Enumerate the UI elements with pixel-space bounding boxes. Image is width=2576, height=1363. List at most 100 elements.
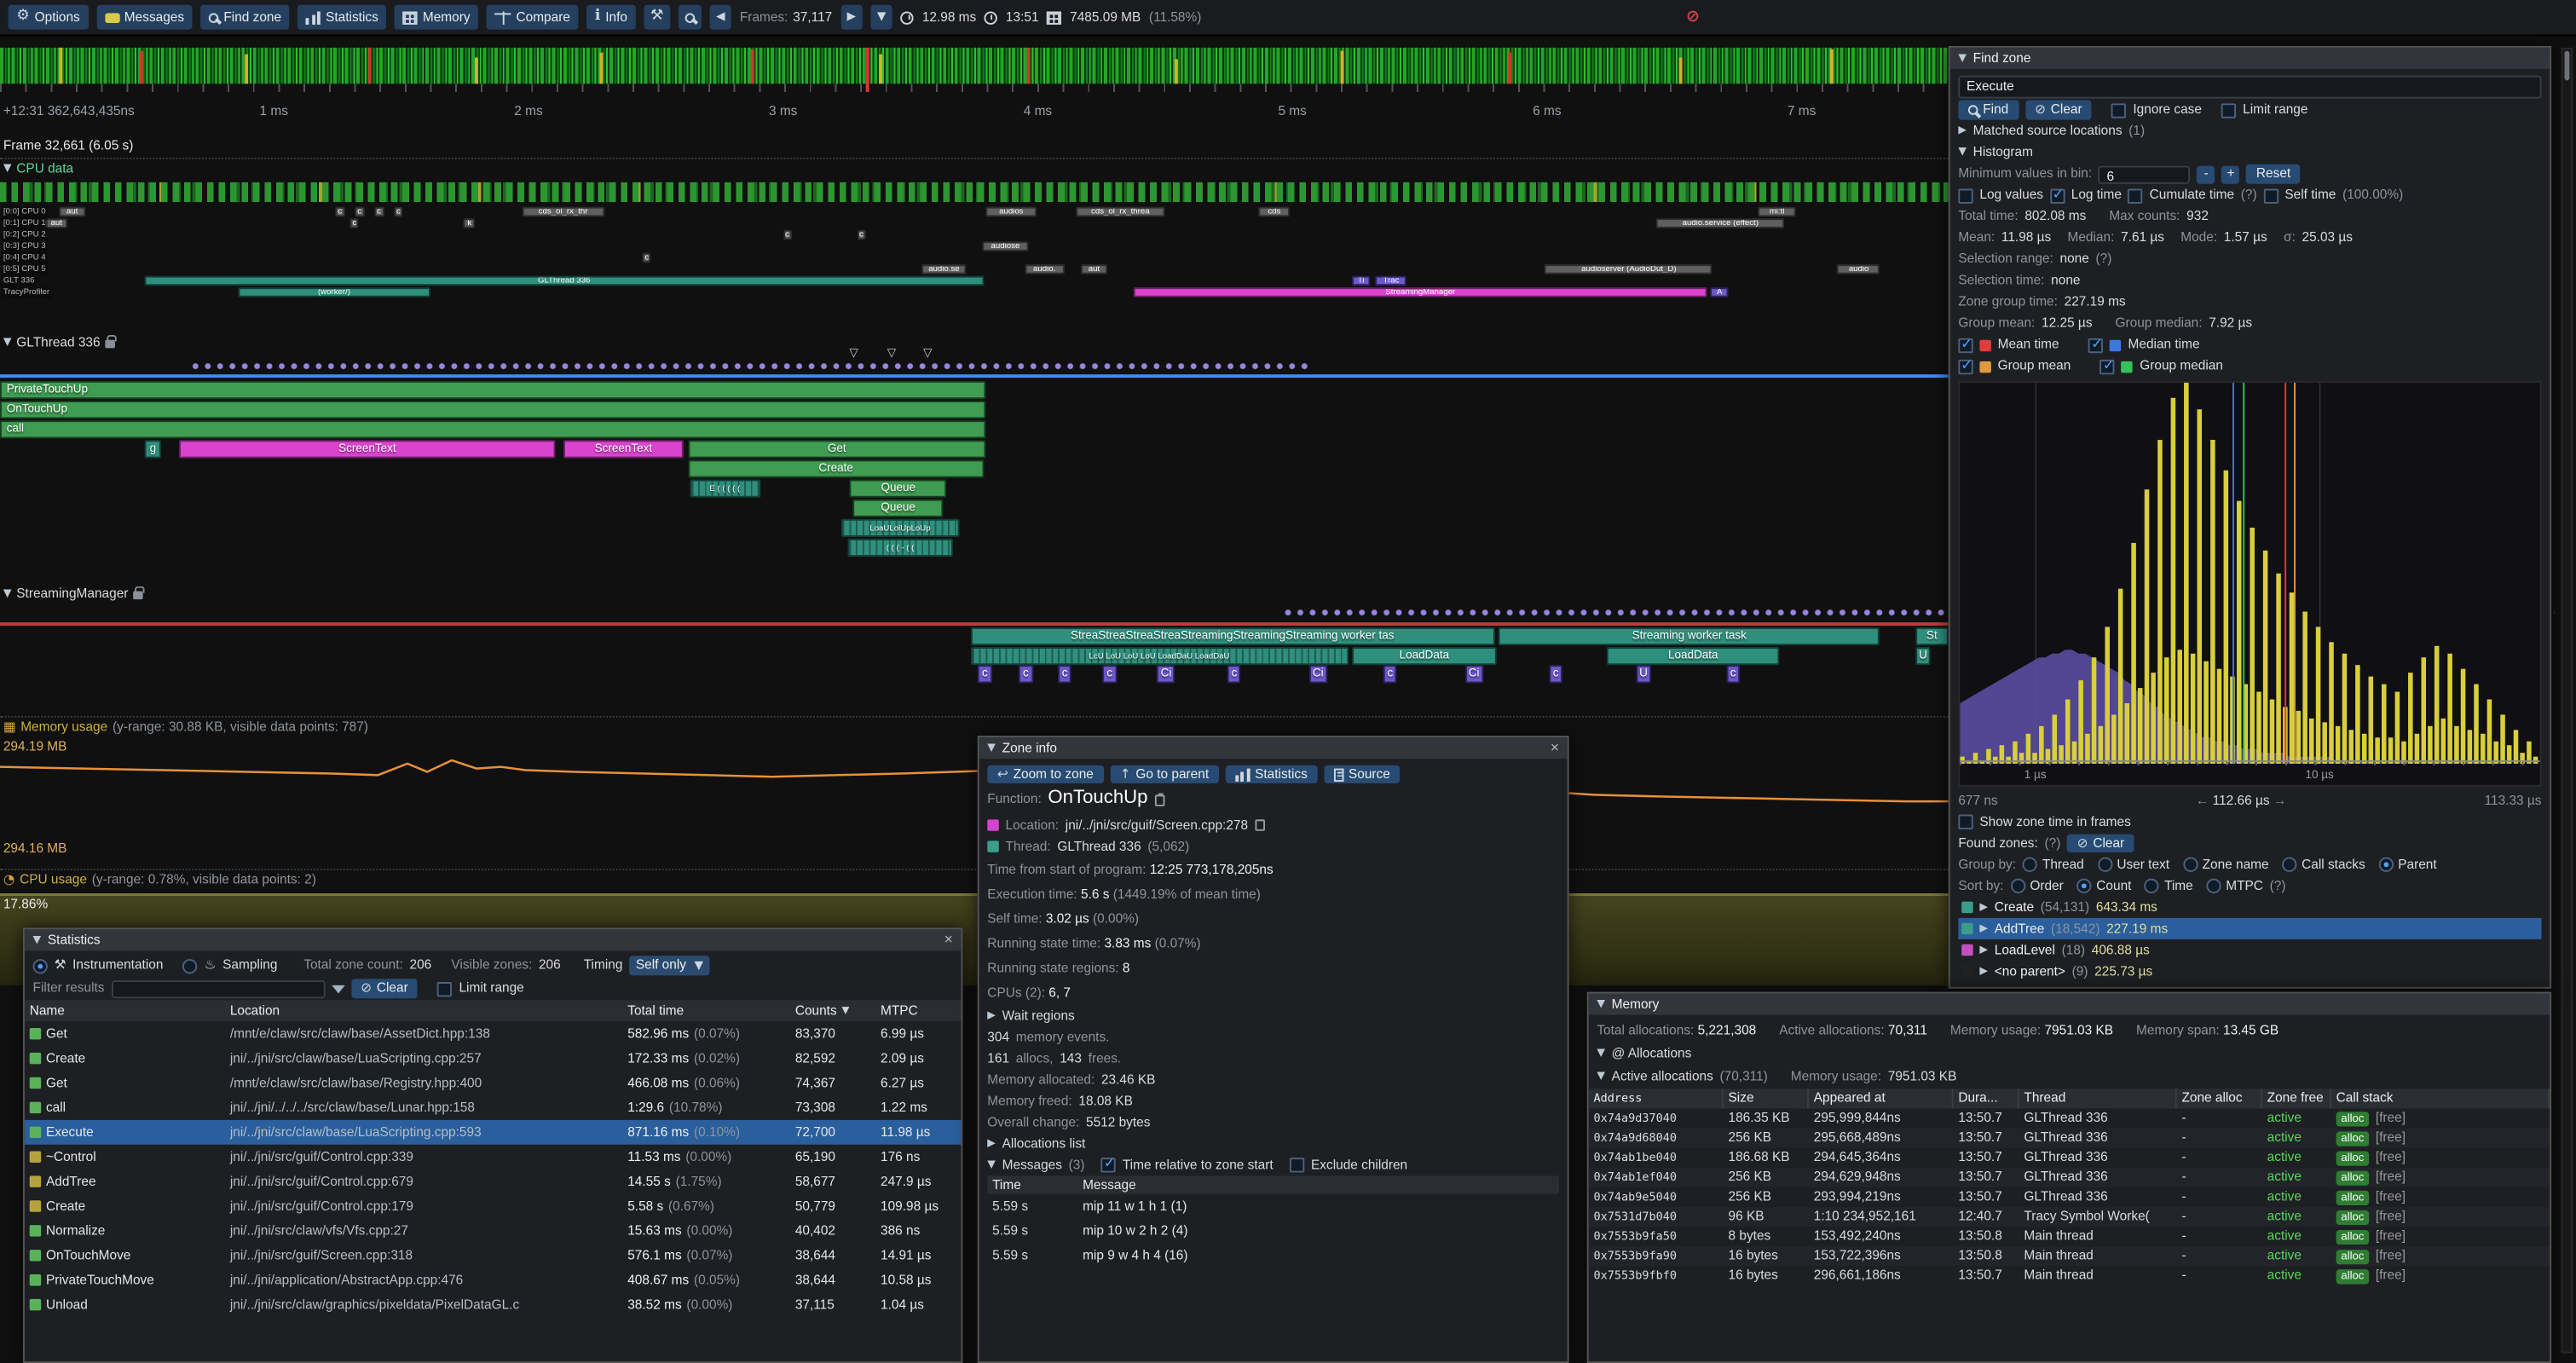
zone[interactable]: c [1726, 665, 1741, 684]
source-button[interactable]: Source [1324, 765, 1401, 784]
cpu-zone[interactable]: audiose [982, 241, 1029, 251]
next-frame-button[interactable]: ▶ [840, 4, 863, 30]
allocations-list-row[interactable]: ▶ Allocations list [987, 1133, 1559, 1154]
find-zone-titlebar[interactable]: ▼ Find zone [1949, 47, 2550, 69]
zone-statistics-button[interactable]: Statistics [1225, 765, 1318, 784]
instrumentation-radio[interactable] [32, 958, 48, 973]
cpu-data-header[interactable]: ▼ CPU data [3, 161, 73, 176]
matched-locations-row[interactable]: ▶ Matched source locations (1) [1958, 121, 2541, 142]
streaming-header[interactable]: ▼ StreamingManager [3, 586, 145, 602]
cpu-zone[interactable]: c [783, 229, 791, 240]
group-by-option[interactable]: Thread [2022, 857, 2084, 872]
zone[interactable]: St [1915, 627, 1949, 646]
cpu-usage-header[interactable]: ◔ CPU usage (y-range: 0.78%, visible dat… [3, 872, 316, 887]
zone[interactable]: c [978, 665, 992, 684]
column-header[interactable]: Zone free [2262, 1089, 2331, 1109]
filter-clear-button[interactable]: ⊘ Clear [350, 979, 419, 998]
exclude-children-checkbox[interactable] [1289, 1158, 1305, 1173]
zone[interactable]: ScreenText [563, 440, 684, 459]
find-zone-search-input[interactable]: Execute [1958, 75, 2542, 98]
prev-frame-button[interactable]: ◀ [709, 4, 732, 30]
zone[interactable]: ScreenText [179, 440, 556, 459]
cpu-zone[interactable]: audio.service (effect) [1655, 218, 1785, 228]
zone[interactable]: c [1549, 665, 1563, 684]
close-icon[interactable]: × [944, 931, 953, 948]
cpu-zone[interactable]: audioserver (AudioDut_D) [1545, 264, 1713, 274]
zone[interactable]: U [1637, 665, 1651, 684]
cpu-zone[interactable]: cds_ol_rx_thr [522, 206, 604, 217]
cpu-zone[interactable]: A [1710, 287, 1729, 297]
zone[interactable]: Queue [853, 499, 944, 517]
cpu-zone[interactable]: (worker/) [237, 287, 431, 297]
zone[interactable]: LoaULoiUpLoUp [841, 518, 959, 537]
zone[interactable]: LoadData [1607, 646, 1779, 665]
zone[interactable]: g [144, 440, 162, 459]
cpu-zone[interactable]: Ti [1352, 275, 1370, 286]
allocation-row[interactable]: 0x74a9d37040 186.35 KB 295,999,844ns 13:50.… [1589, 1108, 2550, 1128]
found-zone-group[interactable]: ▶ <no parent> (9) 225.73 µs [1958, 961, 2541, 982]
cpu-zone[interactable]: StreamingManager [1134, 287, 1707, 297]
cpu-zone[interactable]: c [857, 229, 865, 240]
cpu-zone[interactable]: GLThread 336 [144, 275, 985, 286]
stats-row[interactable]: Get/mnt/e/claw/src/claw/base/Registry.hp… [25, 1071, 962, 1095]
zone[interactable]: LcU LoU LoU LoU LoadDaU LoadDaU [970, 646, 1349, 665]
allocation-row[interactable]: 0x74a9d68040 256 KB 295,668,489ns 13:50.7 GL… [1588, 1128, 2550, 1148]
allocation-row[interactable]: 0x7531d7b040 96 KB 1:10 234,952,161 12:40.7… [1588, 1206, 2550, 1227]
marker-icon[interactable]: ▽ [923, 346, 933, 360]
column-header[interactable]: Thread [2019, 1089, 2177, 1109]
memory-titlebar[interactable]: ▼ Memory [1588, 993, 2550, 1015]
zoom-to-zone-button[interactable]: ↩ Zoom to zone [987, 765, 1104, 784]
message-row[interactable]: 5.59 s mip 11 w 1 h 1 (1) [987, 1194, 1559, 1219]
memory-usage-header[interactable]: ▦ Memory usage (y-range: 30.88 KB, visib… [3, 719, 368, 735]
found-zone-group[interactable]: ▶ Create (54,131) 643.34 ms [1958, 897, 2541, 918]
stats-row[interactable]: Create jni/../jni/src/claw/base/LuaScript… [25, 1046, 962, 1071]
alloc-callstack-button[interactable]: alloc [2336, 1228, 2370, 1245]
mean-time-checkbox[interactable] [1958, 336, 1973, 353]
memory-button[interactable]: Memory [395, 4, 479, 30]
alloc-callstack-button[interactable]: alloc [2336, 1249, 2370, 1264]
found-zone-group[interactable]: ▶ LoadLevel (18) 406.88 µs [1958, 939, 2541, 961]
column-header[interactable]: Name [25, 1003, 225, 1019]
show-zone-time-checkbox[interactable] [1958, 814, 1973, 829]
statistics-table-header[interactable]: Name Location Total time Counts ▼ MTPC [24, 1000, 962, 1022]
min-bin-decrease-button[interactable]: - [2197, 165, 2215, 183]
median-time-checkbox[interactable] [2088, 336, 2104, 353]
message-row[interactable]: 5.59 s mip 10 w 2 h 2 (4) [987, 1218, 1559, 1243]
go-to-parent-button[interactable]: ↑ Go to parent [1110, 765, 1219, 784]
cpu-zone[interactable]: c [354, 206, 365, 217]
column-header[interactable]: Call stack [2331, 1089, 2550, 1109]
stats-row[interactable]: OnTouchMove jni/../jni/src/guif/Screen.cp… [25, 1243, 962, 1268]
cpu-zone[interactable]: k [464, 218, 476, 228]
zone[interactable]: c [1383, 665, 1397, 684]
glthread-header[interactable]: ▼ GLThread 336 [3, 335, 117, 350]
cpu-zone[interactable]: aut [44, 218, 68, 228]
memory-usage-plot[interactable] [0, 737, 1949, 859]
location-value[interactable]: jni/../jni/src/guif/Screen.cpp:278 [1065, 817, 1249, 833]
column-header-message[interactable]: Message [1083, 1176, 1136, 1193]
sort-by-option[interactable]: Count [2076, 878, 2131, 894]
allocation-row[interactable]: 0x7553b9fa90 16 bytes 153,722,396ns 13:50.8… [1588, 1246, 2550, 1267]
alloc-callstack-button[interactable]: alloc [2336, 1150, 2370, 1165]
zone[interactable]: StreaStreaStreaStreaStreamingStreamingSt… [970, 627, 1495, 646]
zone[interactable]: OnTouchUp [0, 401, 986, 419]
cpu-zone[interactable]: mi:tl [1757, 206, 1797, 217]
zone[interactable]: PrivateTouchUp [0, 380, 986, 400]
vertical-scrollbar[interactable] [2561, 47, 2573, 1354]
column-header[interactable]: Zone alloc [2177, 1089, 2262, 1109]
zone[interactable]: call [0, 420, 986, 439]
time-ruler[interactable]: +12:31 362,643,435ns 1 ms 2 ms 3 ms 4 ms 5 m… [0, 84, 1949, 133]
stats-row[interactable]: Get/mnt/e/claw/src/claw/base/AssetDict.h… [25, 1021, 962, 1046]
alloc-callstack-button[interactable]: alloc [2336, 1170, 2370, 1185]
tools-button[interactable] [644, 4, 671, 30]
allocations-table-header[interactable]: Address Size Appeared at Dura... Thread Zone … [1588, 1089, 2550, 1109]
info-button[interactable]: Info [586, 4, 636, 30]
alloc-callstack-button[interactable]: alloc [2336, 1209, 2370, 1225]
messages-table-header[interactable]: Time Message [987, 1175, 1560, 1194]
frame-timeline-strip[interactable] [0, 47, 1949, 84]
zone[interactable]: U [1915, 646, 1932, 665]
log-time-checkbox[interactable] [2049, 187, 2065, 203]
zone[interactable]: Ci [1157, 665, 1175, 684]
allocation-row[interactable]: 0x74ab9e5040 256 KB 293,994,219ns 13:50.7 GL… [1589, 1187, 2550, 1207]
frame-dropdown-button[interactable]: ▼ [870, 4, 893, 30]
clipboard-icon[interactable] [1154, 793, 1164, 806]
